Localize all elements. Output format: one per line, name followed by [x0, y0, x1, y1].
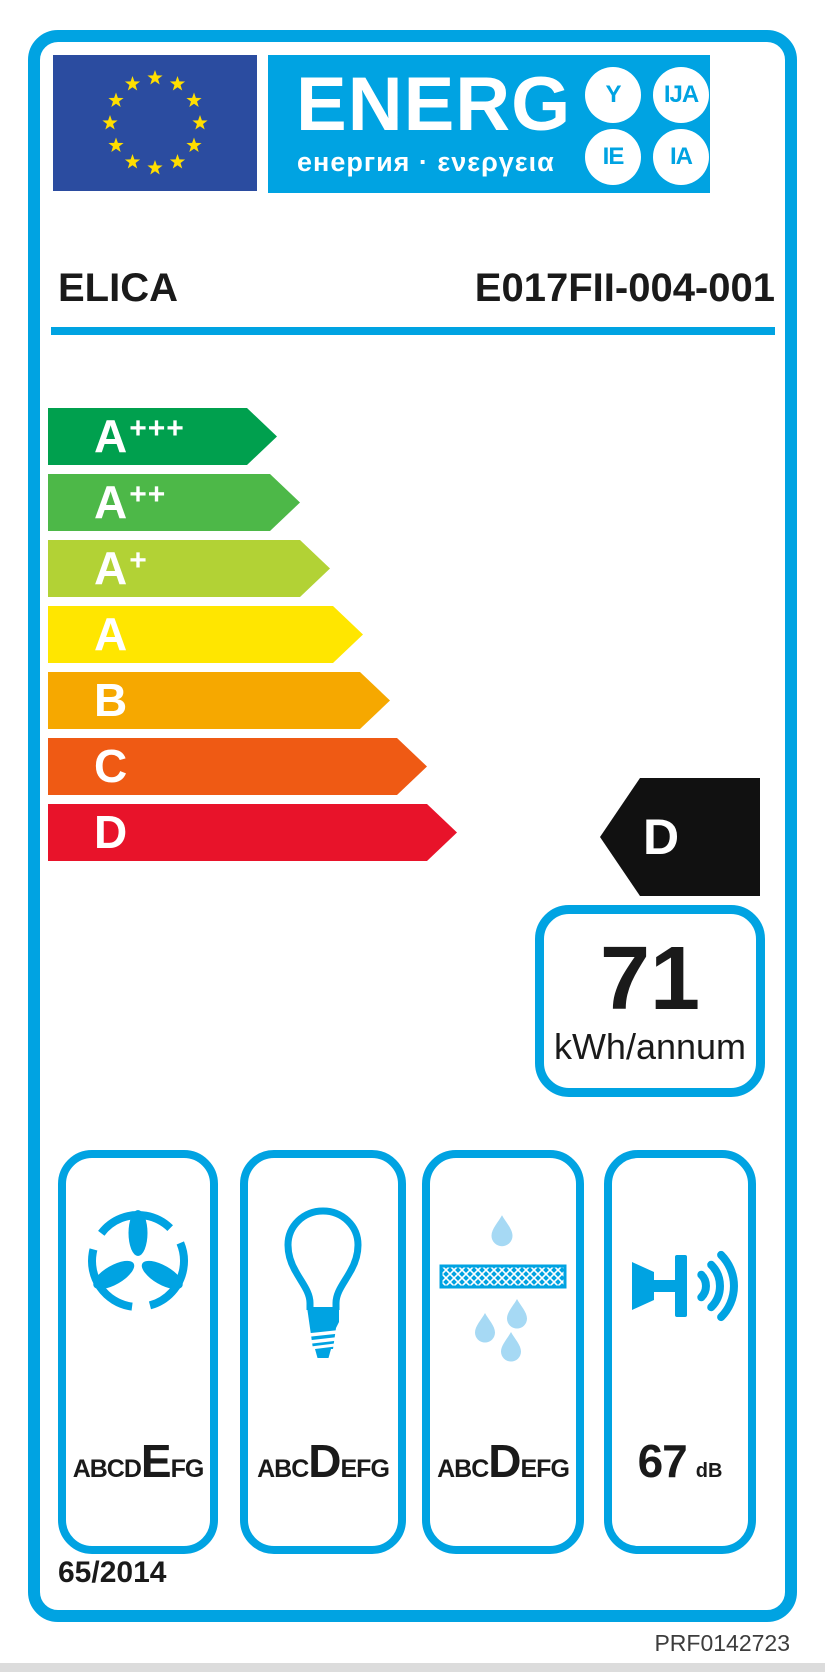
energy-class-plus: +++ — [129, 411, 185, 445]
language-badge-label: IJA — [663, 81, 699, 108]
rating-letters: EFG — [340, 1455, 390, 1483]
energy-class-plus: ++ — [129, 477, 167, 511]
grease-filter-rating: ABCDEFG — [430, 1434, 576, 1488]
model-number: E017FII-004-001 — [474, 266, 775, 310]
energy-class-arrow: D — [48, 804, 457, 861]
noise-number: 67 — [637, 1435, 688, 1487]
photo-edge — [0, 1663, 825, 1672]
energy-class-arrow: A ++ — [48, 474, 300, 531]
bulb-icon — [248, 1206, 398, 1366]
energy-class-arrow: B — [48, 672, 390, 729]
rating-letters: EFG — [520, 1455, 570, 1483]
label-frame — [28, 30, 797, 1622]
energy-class-letter: D — [94, 806, 128, 858]
energy-class-letter: C — [94, 740, 128, 792]
rating-letters: ABCD — [72, 1455, 142, 1483]
energ-logo-box: ENERG енергия · ενεργεια Y IJA IE IA — [268, 55, 710, 193]
rating-letters: ABC — [437, 1455, 489, 1483]
energ-logo-text: ENERG — [296, 62, 572, 147]
reference-code: PRF0142723 — [654, 1630, 790, 1656]
energy-class-arrow: C — [48, 738, 427, 795]
rating-letters: ABC — [257, 1455, 309, 1483]
language-badge-label: IA — [670, 143, 693, 170]
rating-letter-selected: D — [308, 1435, 341, 1487]
eu-flag-stars-icon — [102, 70, 208, 175]
energy-class-letter: B — [94, 674, 128, 726]
energy-class-letter: A — [94, 410, 128, 462]
energ-logo-subtext: енергия · ενεργεια — [297, 147, 555, 177]
energy-class-arrow: A +++ — [48, 408, 277, 465]
energy-class-letter: A — [94, 608, 128, 660]
noise-level-box: 67 dB — [604, 1150, 756, 1554]
annual-energy-box: 71 kWh/annum — [535, 905, 765, 1097]
fan-icon — [66, 1206, 210, 1316]
annual-energy-unit: kWh/annum — [553, 1026, 747, 1067]
fluid-efficiency-box: ABCDEFG — [58, 1150, 218, 1554]
noise-level-value: 67 dB — [612, 1434, 748, 1488]
language-badge: Y — [585, 67, 641, 123]
lighting-efficiency-rating: ABCDEFG — [248, 1434, 398, 1488]
energy-class-arrow: A + — [48, 540, 330, 597]
rated-class-letter: D — [642, 809, 680, 865]
rating-letter-selected: E — [140, 1435, 172, 1487]
grease-filter-box: ABCDEFG — [422, 1150, 584, 1554]
energy-class-letter: A — [94, 542, 128, 594]
language-badge-label: Y — [605, 81, 621, 108]
noise-icon — [612, 1236, 748, 1336]
lighting-efficiency-box: ABCDEFG — [240, 1150, 406, 1554]
fluid-efficiency-rating: ABCDEFG — [66, 1434, 210, 1488]
language-badge: IE — [585, 129, 641, 185]
language-badge-label: IE — [602, 143, 625, 170]
brand-name: ELICA — [58, 266, 178, 310]
header-divider — [51, 327, 775, 335]
eu-flag — [53, 55, 257, 191]
rating-letters: FG — [170, 1455, 205, 1483]
regulation-number: 65/2014 — [58, 1556, 167, 1589]
energy-class-plus: + — [129, 543, 148, 577]
noise-unit: dB — [695, 1460, 723, 1482]
language-badge: IA — [653, 129, 709, 185]
language-badge: IJA — [653, 67, 709, 123]
grease-filter-icon — [430, 1206, 576, 1366]
energy-class-letter: A — [94, 476, 128, 528]
rated-class-pointer: D — [600, 778, 760, 896]
annual-energy-value: 71 — [599, 929, 701, 1029]
energy-class-arrow: A — [48, 606, 363, 663]
rating-letter-selected: D — [488, 1435, 521, 1487]
